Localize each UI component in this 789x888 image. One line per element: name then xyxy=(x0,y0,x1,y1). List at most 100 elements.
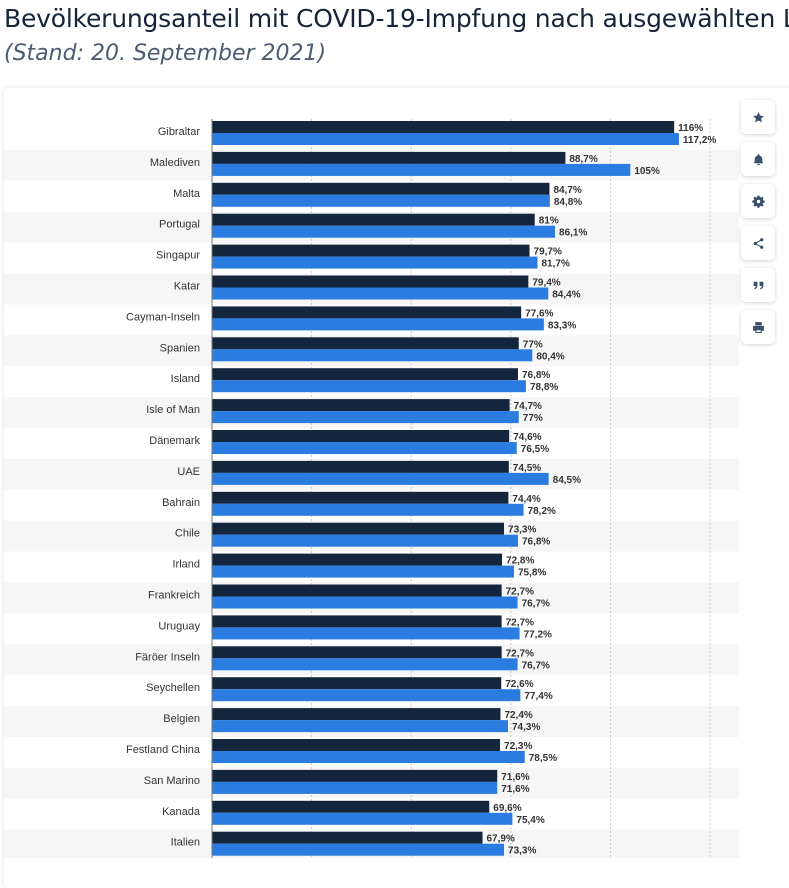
data-label: 84,5% xyxy=(553,475,581,486)
data-label: 105% xyxy=(634,166,660,177)
bar-2 xyxy=(212,194,550,207)
data-label: 72,7% xyxy=(506,617,534,628)
category-label: Island xyxy=(171,373,200,385)
bar-1 xyxy=(212,739,501,751)
bar-2 xyxy=(212,812,513,825)
data-label: 76,7% xyxy=(522,599,550,610)
data-label: 72,6% xyxy=(505,679,533,690)
data-label: 84,4% xyxy=(552,290,580,301)
data-label: 79,7% xyxy=(534,247,562,258)
bar-1 xyxy=(212,831,483,844)
print-icon xyxy=(752,321,764,333)
print-button[interactable] xyxy=(741,310,775,344)
bar-1 xyxy=(212,800,490,813)
data-label: 116% xyxy=(678,123,703,134)
category-label: Katar xyxy=(174,281,201,293)
category-label: San Marino xyxy=(144,775,200,787)
bar-1 xyxy=(212,306,522,319)
data-label: 69,6% xyxy=(493,803,521,814)
cite-button[interactable] xyxy=(741,268,775,302)
data-label: 83,3% xyxy=(548,320,576,331)
data-label: 76,5% xyxy=(521,444,549,455)
data-label: 117,2% xyxy=(683,135,716,146)
bar-2 xyxy=(212,472,549,485)
bell-icon xyxy=(753,153,763,165)
bar-1 xyxy=(212,553,503,566)
category-label: Festland China xyxy=(126,744,201,756)
bar-1 xyxy=(212,399,510,412)
bar-2 xyxy=(212,627,520,640)
bar-2 xyxy=(212,843,505,856)
bar-chart: Gibraltar 116%117,2% Malediven 88,7% 105% Mal… xyxy=(4,119,739,858)
bar-1 xyxy=(212,275,529,288)
data-label: 78,5% xyxy=(529,753,557,764)
category-label: Isle of Man xyxy=(146,404,200,416)
category-label: Spanien xyxy=(160,342,200,354)
data-label: 80,4% xyxy=(536,351,564,362)
category-label: Singapur xyxy=(156,250,200,262)
bar-2 xyxy=(212,781,498,794)
category-label: Seychellen xyxy=(146,682,200,694)
data-label: 74,4% xyxy=(512,494,540,505)
bar-1 xyxy=(212,460,509,473)
category-label: UAE xyxy=(177,466,200,478)
data-label: 75,8% xyxy=(518,568,546,579)
page-title: Bevölkerungsanteil mit COVID-19-Impfung … xyxy=(4,4,789,33)
data-label: 75,4% xyxy=(516,815,544,826)
bar-1 xyxy=(212,584,502,597)
data-label: 72,7% xyxy=(506,648,534,659)
share-button[interactable] xyxy=(741,226,775,260)
category-label: Frankreich xyxy=(148,590,200,602)
bar-1 xyxy=(212,213,535,226)
data-label: 71,6% xyxy=(501,772,529,783)
category-label: Färöer Inseln xyxy=(135,651,200,663)
bar-1 xyxy=(212,769,498,782)
data-label: 72,8% xyxy=(506,556,534,567)
bar-1 xyxy=(212,337,519,350)
bar-2 xyxy=(212,225,556,238)
bar-1 xyxy=(212,368,518,381)
data-label: 71,6% xyxy=(501,784,529,795)
bar-1 xyxy=(212,522,505,535)
chart-card: Gibraltar 116% 117,2% Malediven 88,7% 105% Mal… xyxy=(4,88,789,888)
data-label: 84,7% xyxy=(553,185,581,196)
data-label: 84,8% xyxy=(554,197,582,208)
category-label: Malta xyxy=(173,188,201,200)
chart-toolbar xyxy=(741,100,775,352)
bar-2 xyxy=(212,287,549,300)
bar-2 xyxy=(212,503,524,516)
bar-2 xyxy=(212,133,679,145)
bar-1 xyxy=(212,491,509,504)
data-label: 76,7% xyxy=(522,660,550,671)
data-label: 77,6% xyxy=(525,308,553,319)
bar-1 xyxy=(212,182,550,195)
category-label: Kanada xyxy=(162,806,201,818)
data-label: 74,6% xyxy=(513,432,541,443)
data-label: 86,1% xyxy=(559,228,587,239)
data-label: 72,4% xyxy=(504,710,532,721)
bar-2 xyxy=(212,442,517,454)
bar-2 xyxy=(212,380,526,393)
data-label: 74,7% xyxy=(514,401,542,412)
bar-2 xyxy=(212,689,521,702)
data-label: 72,3% xyxy=(504,741,532,752)
data-label: 67,9% xyxy=(487,834,515,845)
settings-button[interactable] xyxy=(741,184,775,218)
bar-2 xyxy=(212,720,509,733)
notification-button[interactable] xyxy=(741,142,775,176)
data-label: 74,3% xyxy=(512,722,540,733)
bar-1 xyxy=(212,677,502,690)
data-label: 88,7% xyxy=(569,154,597,165)
bar-1 xyxy=(212,121,675,133)
bar-1 xyxy=(212,244,530,257)
data-label: 81% xyxy=(539,216,559,227)
data-label: 77% xyxy=(523,413,543,424)
data-label: 73,3% xyxy=(508,525,536,536)
share-icon xyxy=(753,237,763,249)
data-label: 72,7% xyxy=(506,587,534,598)
category-label: Uruguay xyxy=(158,620,200,632)
bar-2 xyxy=(212,256,538,269)
favorite-button[interactable] xyxy=(741,100,775,134)
bar-2 xyxy=(212,318,544,331)
bar-1 xyxy=(212,430,510,442)
